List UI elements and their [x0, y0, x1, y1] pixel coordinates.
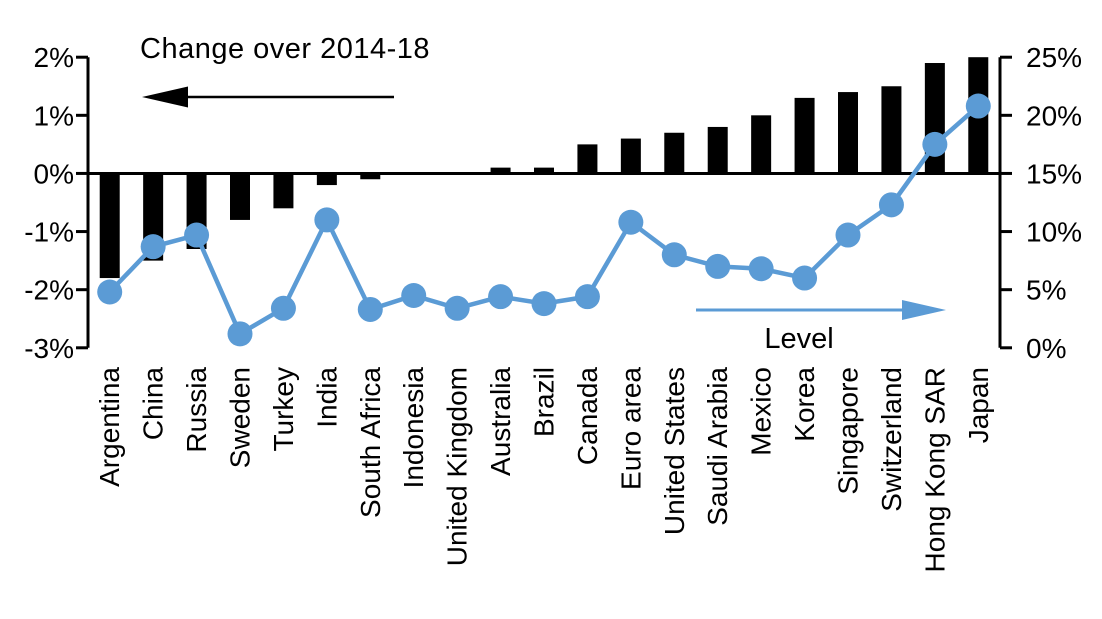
- marker-Sweden: [227, 321, 253, 347]
- category-label-Korea: Korea: [789, 367, 820, 442]
- marker-United Kingdom: [444, 295, 470, 321]
- category-label-Canada: Canada: [572, 367, 603, 466]
- category-label-United States: United States: [659, 367, 690, 535]
- category-label-Singapore: Singapore: [833, 367, 864, 495]
- category-label-Russia: Russia: [181, 367, 212, 453]
- marker-Argentina: [97, 279, 123, 305]
- marker-Saudi Arabia: [705, 253, 731, 279]
- category-label-Australia: Australia: [485, 367, 516, 476]
- right-axis-tick-label: 15%: [1026, 158, 1082, 189]
- category-label-Indonesia: Indonesia: [398, 367, 429, 489]
- bar-Saudi Arabia: [707, 126, 728, 174]
- marker-Russia: [184, 222, 210, 248]
- marker-Switzerland: [878, 192, 904, 218]
- bar-Australia: [490, 167, 511, 174]
- bar-India: [316, 173, 337, 186]
- bar-Singapore: [838, 92, 858, 174]
- category-label-Euro area: Euro area: [615, 367, 646, 490]
- right-axis-tick-label: 0%: [1026, 333, 1066, 364]
- bar-Euro area: [620, 138, 641, 174]
- marker-Brazil: [531, 291, 557, 317]
- right-axis-tick-label: 5%: [1026, 275, 1066, 306]
- marker-Hong Kong SAR: [922, 131, 948, 157]
- bar-series-label: Change over 2014-18: [140, 33, 431, 65]
- category-label-Japan: Japan: [963, 367, 994, 443]
- category-label-Argentina: Argentina: [94, 367, 125, 487]
- marker-Korea: [792, 265, 818, 291]
- category-label-Saudi Arabia: Saudi Arabia: [702, 367, 733, 526]
- bar-Canada: [577, 144, 598, 174]
- category-label-Mexico: Mexico: [746, 367, 777, 456]
- marker-Indonesia: [401, 282, 427, 308]
- bar-Mexico: [751, 115, 772, 174]
- bar-Argentina: [99, 173, 120, 279]
- left-axis-tick-label: 2%: [34, 42, 74, 73]
- right-axis-tick-label: 10%: [1026, 217, 1082, 248]
- category-label-Hong Kong SAR: Hong Kong SAR: [919, 367, 950, 572]
- bar-United States: [664, 132, 685, 174]
- category-label-India: India: [311, 367, 342, 428]
- left-axis-tick-label: -3%: [24, 333, 74, 364]
- level-arrow-icon: [696, 300, 946, 320]
- right-axis-tick-label: 25%: [1026, 42, 1082, 73]
- line-series: [97, 93, 991, 347]
- marker-Australia: [488, 284, 514, 310]
- marker-Canada: [574, 284, 600, 310]
- marker-India: [314, 207, 340, 233]
- category-label-China: China: [138, 367, 169, 441]
- category-label-United Kingdom: United Kingdom: [442, 367, 473, 566]
- left-axis-tick-label: -2%: [24, 275, 74, 306]
- change-arrow-icon: [142, 86, 394, 108]
- bar-South Africa: [360, 173, 381, 180]
- marker-Japan: [965, 93, 991, 119]
- marker-South Africa: [357, 296, 383, 322]
- category-label-South Africa: South Africa: [355, 367, 386, 518]
- bar-Sweden: [230, 173, 250, 220]
- category-label-Sweden: Sweden: [225, 367, 256, 468]
- marker-Turkey: [270, 295, 296, 321]
- left-axis-tick-label: 0%: [34, 158, 74, 189]
- category-label-Brazil: Brazil: [529, 367, 560, 437]
- left-axis-tick-label: 1%: [34, 100, 74, 131]
- bar-Turkey: [273, 173, 294, 209]
- category-label-Switzerland: Switzerland: [876, 367, 907, 512]
- marker-Singapore: [835, 222, 861, 248]
- marker-Mexico: [748, 256, 774, 282]
- bar-Brazil: [534, 167, 554, 174]
- marker-United States: [661, 242, 687, 268]
- marker-China: [140, 234, 166, 260]
- right-axis-tick-label: 20%: [1026, 100, 1082, 131]
- line-series-label: Level: [764, 323, 834, 355]
- left-axis-tick-label: -1%: [24, 217, 74, 248]
- category-label-Turkey: Turkey: [268, 367, 299, 452]
- bar-Korea: [794, 97, 815, 174]
- marker-Euro area: [618, 209, 644, 235]
- bar-Switzerland: [881, 86, 902, 174]
- axes: 2% 1% 0% -1% -2% -3% 25% 20% 15% 10% 5% 0% Argentina…: [24, 42, 1082, 572]
